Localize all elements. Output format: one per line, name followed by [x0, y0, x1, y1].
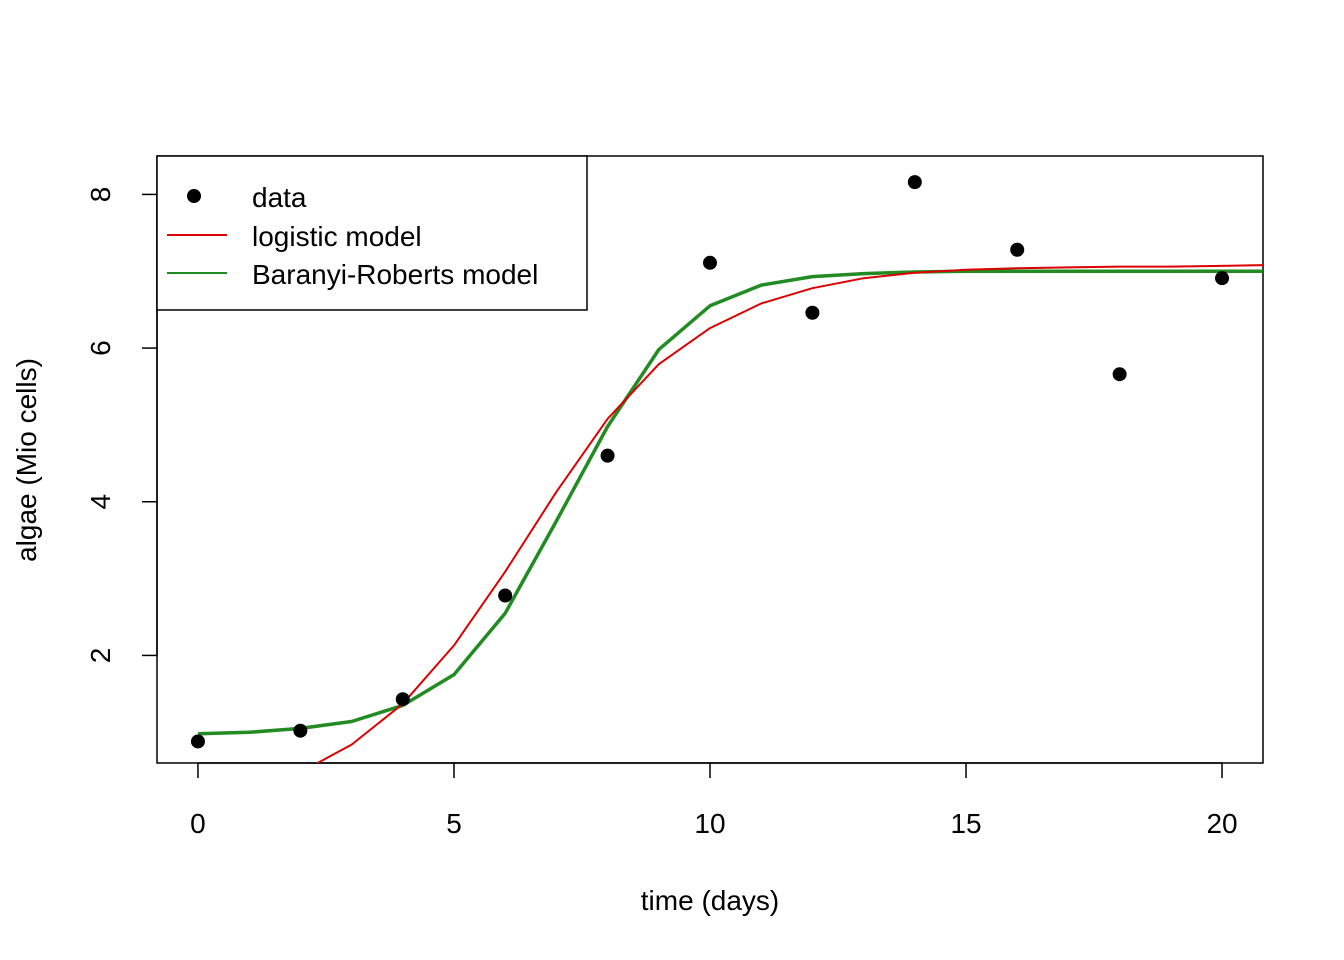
y-tick-label: 2: [85, 648, 116, 664]
x-axis-title: time (days): [641, 885, 779, 916]
data-point: [907, 175, 922, 190]
data-point: [1010, 242, 1025, 257]
data-point: [395, 692, 410, 707]
data-point: [805, 305, 820, 320]
data-point: [1112, 367, 1127, 382]
data-point: [703, 255, 717, 270]
data-point: [293, 723, 308, 738]
legend-box: [156, 155, 588, 311]
legend: data logistic model Baranyi-Roberts mode…: [156, 155, 588, 311]
x-tick-label: 10: [694, 808, 725, 839]
plot-series: [190, 175, 1263, 763]
x-tick-label: 15: [950, 808, 981, 839]
y-axis-title: algae (Mio cells): [11, 358, 42, 562]
x-tick-label: 20: [1206, 808, 1237, 839]
y-tick-label: 8: [85, 187, 116, 203]
x-tick-label: 0: [190, 808, 206, 839]
x-axis: 0 5 10 15 20: [190, 762, 1238, 839]
data-point: [1215, 271, 1230, 286]
data-point: [190, 734, 205, 749]
y-axis: 2 4 6 8: [85, 187, 158, 664]
legend-data-marker: [187, 189, 201, 203]
y-tick-label: 6: [85, 340, 116, 356]
legend-label-data: data: [252, 182, 307, 213]
legend-label-baranyi: Baranyi-Roberts model: [252, 259, 538, 290]
legend-label-logistic: logistic model: [252, 221, 422, 252]
baranyi-roberts-model-line: [197, 269, 1263, 736]
logistic-model-line: [315, 264, 1263, 763]
data-point: [498, 588, 513, 603]
x-tick-label: 5: [446, 808, 462, 839]
data-point: [600, 448, 615, 463]
y-tick-label: 4: [85, 494, 116, 510]
